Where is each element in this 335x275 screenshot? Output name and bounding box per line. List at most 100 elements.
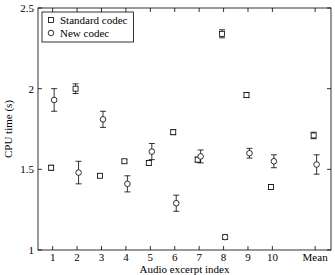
x-tick	[272, 8, 273, 12]
point	[125, 181, 131, 187]
legend-marker	[49, 18, 54, 23]
plot-frame	[38, 8, 331, 250]
error-cap	[100, 111, 106, 112]
point	[247, 150, 253, 156]
error-bar	[51, 89, 57, 112]
x-tick-label: 4	[123, 251, 129, 263]
point	[122, 159, 127, 164]
point	[311, 133, 316, 138]
error-cap	[73, 83, 79, 84]
point	[51, 97, 57, 103]
marks	[48, 30, 319, 240]
error-bar	[268, 185, 274, 190]
x-tick	[272, 246, 273, 250]
point	[73, 86, 78, 91]
x-tick	[174, 8, 175, 12]
x-tick	[77, 246, 78, 250]
error-cap	[173, 211, 179, 212]
y-tick	[38, 250, 42, 251]
x-tick-label: 2	[74, 251, 80, 263]
error-bar	[48, 165, 54, 170]
legend-marker	[48, 30, 54, 36]
error-cap	[173, 195, 179, 196]
error-cap	[51, 111, 57, 112]
x-tick	[101, 8, 102, 12]
legend-label: Standard codec	[60, 14, 128, 26]
x-tick	[223, 246, 224, 250]
x-tick-label: 6	[172, 251, 178, 263]
error-cap	[198, 149, 204, 150]
error-cap	[51, 88, 57, 89]
x-tick-label: 3	[99, 251, 105, 263]
x-tick	[247, 8, 248, 12]
x-tick	[247, 246, 248, 250]
error-bar	[243, 93, 249, 98]
point	[271, 158, 277, 164]
error-bar	[198, 150, 204, 163]
error-bar	[121, 160, 127, 163]
point	[149, 149, 155, 155]
point	[198, 154, 204, 160]
point	[76, 170, 82, 176]
y-tick	[38, 88, 42, 89]
error-cap	[149, 159, 155, 160]
y-axis-label: CPU time (s)	[2, 100, 15, 158]
x-tick-label: 1	[50, 251, 56, 263]
error-bar	[222, 235, 228, 240]
error-cap	[271, 167, 277, 168]
point	[244, 93, 249, 98]
error-bar	[146, 160, 152, 165]
legend-box	[42, 12, 134, 42]
point	[97, 173, 102, 178]
y-tick	[38, 169, 42, 170]
x-tick	[150, 246, 151, 250]
x-tick	[52, 8, 53, 12]
x-tick	[77, 8, 78, 12]
x-axis-label: Audio excerpt index	[140, 263, 230, 275]
error-bar	[170, 130, 176, 135]
x-tick-label: Mean	[303, 251, 329, 263]
error-bar	[149, 144, 155, 160]
chart: 11.522.512345678910MeanAudio excerpt ind…	[0, 0, 335, 275]
error-cap	[124, 175, 130, 176]
x-tick	[174, 246, 175, 250]
error-cap	[76, 161, 82, 162]
x-tick	[223, 8, 224, 12]
error-bar	[173, 195, 179, 211]
y-tick-label: 1.5	[20, 163, 34, 175]
error-cap	[246, 158, 252, 159]
point	[222, 234, 228, 240]
error-cap	[219, 29, 225, 30]
point	[171, 130, 176, 135]
error-bar	[76, 161, 82, 184]
legend: Standard codecNew codec	[42, 12, 134, 42]
point	[100, 117, 106, 123]
x-tick-label: 7	[196, 251, 202, 263]
error-bar	[124, 176, 130, 192]
y-tick	[38, 8, 42, 9]
legend-label: New codec	[60, 27, 109, 39]
error-bar	[73, 84, 79, 94]
x-tick	[125, 8, 126, 12]
y-tick-label: 2	[29, 83, 35, 95]
x-tick	[52, 246, 53, 250]
error-cap	[314, 154, 320, 155]
error-cap	[100, 127, 106, 128]
error-cap	[271, 154, 277, 155]
error-cap	[198, 162, 204, 163]
error-cap	[219, 37, 225, 38]
x-tick-label: 8	[221, 251, 227, 263]
x-tick	[125, 246, 126, 250]
y-tick-label: 2.5	[20, 2, 34, 14]
x-tick-label: 5	[148, 251, 154, 263]
y-tick	[327, 88, 331, 89]
error-cap	[314, 174, 320, 175]
point	[268, 185, 273, 190]
error-cap	[149, 143, 155, 144]
x-tick	[150, 8, 151, 12]
error-bar	[97, 174, 103, 177]
x-tick-label: 10	[267, 251, 279, 263]
error-bar	[271, 155, 277, 168]
error-bar	[246, 148, 252, 158]
y-tick-label: 1	[29, 244, 35, 256]
